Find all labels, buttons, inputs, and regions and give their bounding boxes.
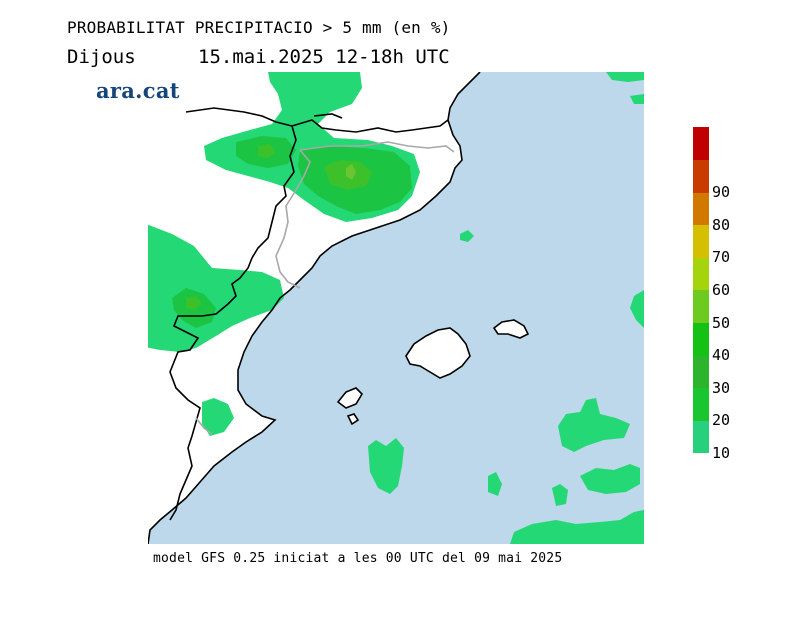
ara-cat-logo[interactable]: ara.cat bbox=[96, 78, 180, 103]
legend-label: 10 bbox=[712, 444, 731, 462]
france-spain-border bbox=[291, 119, 449, 133]
legend-label: 60 bbox=[712, 281, 731, 299]
regional-boundary-north bbox=[299, 141, 455, 153]
forecast-date-time: 15.mai.2025 12-18h UTC bbox=[198, 46, 450, 68]
political-border bbox=[169, 107, 297, 521]
legend-label: 30 bbox=[712, 378, 731, 397]
forecast-period: Dijous 15.mai.2025 12-18h UTC bbox=[67, 46, 450, 112]
legend-swatch bbox=[693, 192, 709, 226]
map-title: PROBABILITAT PRECIPITACIO > 5 mm (en %) bbox=[67, 18, 451, 37]
legend-swatch bbox=[693, 322, 709, 356]
ibiza-island bbox=[336, 387, 364, 409]
forecast-day: Dijous bbox=[67, 46, 136, 68]
legend-swatch bbox=[693, 387, 709, 421]
legend-swatch bbox=[693, 127, 709, 161]
regional-boundary bbox=[275, 149, 311, 289]
formentera-island bbox=[346, 413, 360, 426]
legend-swatch bbox=[693, 290, 709, 324]
legend-swatch bbox=[693, 257, 709, 291]
border-spur bbox=[313, 113, 343, 119]
legend-swatch bbox=[693, 420, 709, 454]
legend-label: 40 bbox=[712, 346, 731, 365]
legend-swatch bbox=[693, 224, 709, 258]
legend-label: 70 bbox=[712, 248, 731, 267]
model-run-note: model GFS 0.25 iniciat a les 00 UTC del … bbox=[153, 551, 563, 566]
menorca-island bbox=[492, 319, 530, 339]
regional-boundary-south bbox=[195, 417, 213, 435]
legend-swatch bbox=[693, 355, 709, 389]
legend-label: 90 bbox=[712, 183, 731, 202]
coastline bbox=[148, 72, 481, 544]
legend-label: 20 bbox=[712, 411, 731, 430]
probability-50-areas bbox=[346, 164, 356, 180]
mallorca-island bbox=[405, 327, 471, 379]
legend-swatch bbox=[693, 159, 709, 193]
probability-legend bbox=[693, 127, 709, 454]
legend-label: 50 bbox=[712, 313, 731, 332]
legend-label: 80 bbox=[712, 215, 731, 234]
